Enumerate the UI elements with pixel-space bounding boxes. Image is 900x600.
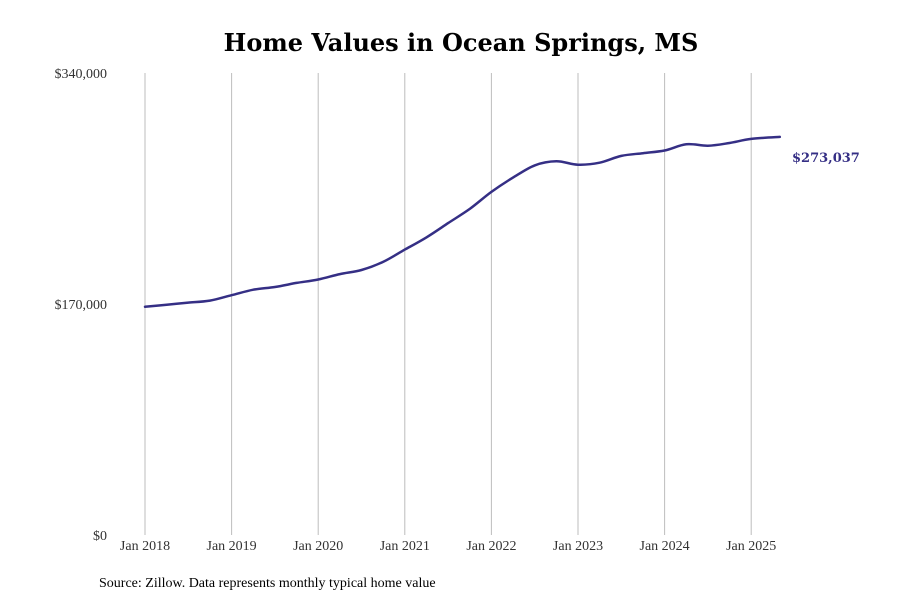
x-tick-label: Jan 2022	[466, 539, 516, 554]
y-tick-label: $340,000	[55, 67, 108, 82]
x-tick-label: Jan 2019	[207, 539, 257, 554]
x-tick-label: Jan 2021	[380, 539, 430, 554]
chart-title: Home Values in Ocean Springs, MS	[224, 28, 699, 57]
grid-lines	[144, 73, 752, 535]
x-axis-tick-labels: Jan 2018 Jan 2019 Jan 2020 Jan 2021 Jan 2022…	[120, 539, 776, 554]
x-tick-label: Jan 2018	[120, 539, 170, 554]
x-tick-label: Jan 2025	[726, 539, 776, 554]
source-note: Source: Zillow. Data represents monthly …	[99, 576, 436, 591]
x-tick-label: Jan 2024	[640, 539, 690, 554]
end-value-label: $273,037	[792, 151, 860, 166]
y-tick-label: $170,000	[55, 298, 108, 313]
series-layer	[143, 135, 782, 308]
x-tick-label: Jan 2020	[293, 539, 343, 554]
series-line-0	[143, 135, 782, 308]
y-axis-tick-labels: $0 $170,000 $340,000	[55, 67, 108, 544]
x-tick-label: Jan 2023	[553, 539, 603, 554]
y-tick-label: $0	[93, 529, 107, 544]
